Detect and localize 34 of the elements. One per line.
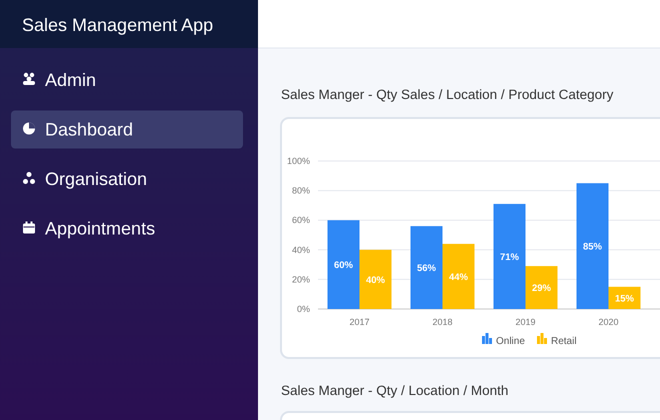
data-label: 29%	[532, 283, 552, 294]
chart-title: Sales Manger - Qty Sales / Location / Product Category	[281, 87, 614, 102]
bar	[442, 244, 474, 309]
data-label: 40%	[366, 274, 386, 286]
x-tick-label: 2017	[349, 317, 370, 327]
y-tick-label: 80%	[292, 186, 310, 196]
bar	[526, 266, 558, 309]
y-tick-label: 40%	[292, 244, 310, 255]
text: Sales Management App	[22, 15, 214, 35]
x-tick-label: 2018	[432, 317, 453, 327]
data-label: 71%	[500, 252, 520, 263]
bar	[328, 220, 360, 309]
data-label: 60%	[334, 260, 354, 272]
bar	[410, 226, 442, 309]
x-tick-label: 2020	[598, 317, 619, 327]
text: Organisation	[45, 169, 148, 189]
y-tick-label: 100%	[286, 156, 310, 166]
y-tick-label: 60%	[292, 215, 310, 226]
text: Sales Manger - Qty / Location / Month	[281, 383, 508, 398]
data-label: 56%	[416, 263, 437, 274]
bar	[576, 183, 608, 309]
legend-label: Retail	[551, 336, 577, 347]
y-tick-label: 0%	[296, 304, 310, 314]
y-tick-label: 20%	[292, 274, 310, 284]
bar	[494, 204, 526, 309]
data-label: 85%	[582, 242, 603, 253]
bar	[360, 250, 392, 309]
legend-label: Online	[496, 336, 526, 347]
x-tick-label: 2019	[515, 317, 536, 327]
text: Dashboard	[45, 120, 134, 140]
data-label: 15%	[614, 293, 635, 304]
text: Appointments	[45, 218, 156, 238]
text: Admin	[45, 70, 96, 90]
data-label: 44%	[448, 272, 469, 283]
